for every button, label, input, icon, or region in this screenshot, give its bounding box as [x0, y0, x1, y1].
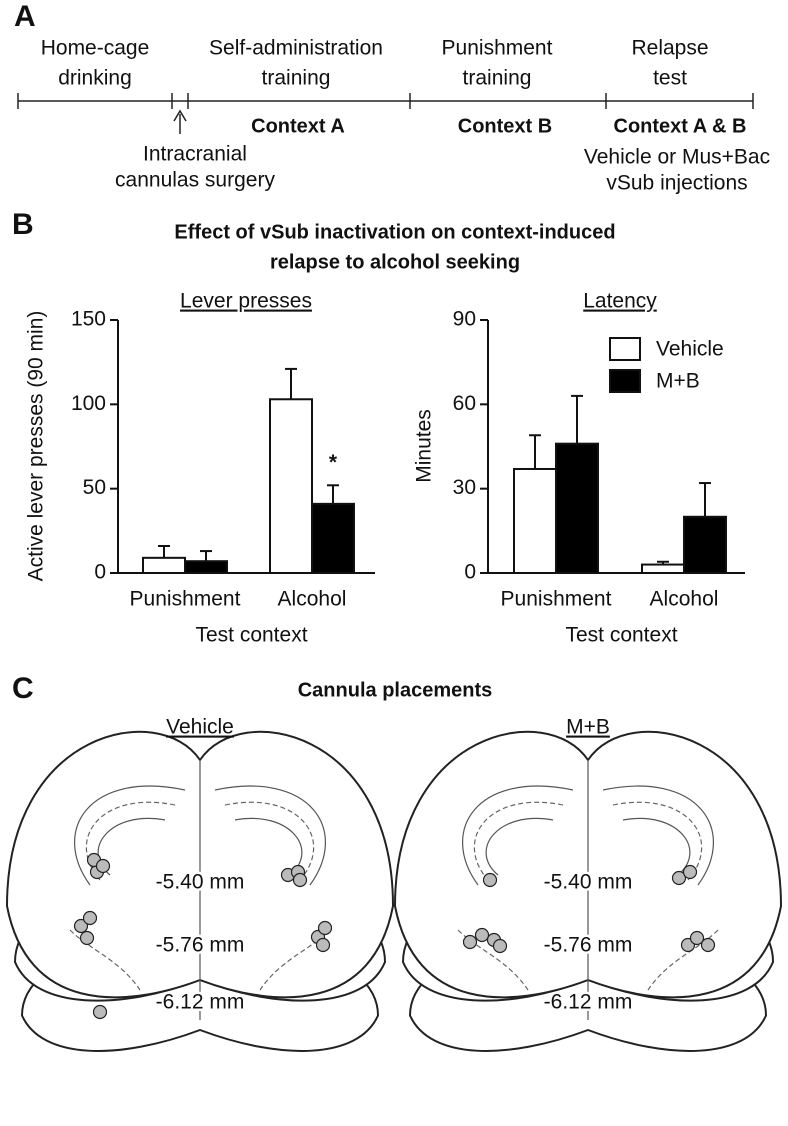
panel-label: B [12, 208, 34, 241]
surgery-note: cannulas surgery [115, 169, 275, 192]
panel-label: A [14, 0, 36, 33]
stage-label: test [653, 67, 687, 90]
level-label: -5.76 mm [544, 934, 633, 957]
x-tick-label: Punishment [130, 588, 241, 611]
cannula-placement [671, 870, 687, 886]
group-label: Vehicle [166, 716, 234, 739]
level-label: -5.40 mm [156, 871, 245, 894]
bar [311, 502, 355, 575]
legend-label: M+B [656, 370, 700, 393]
cannula-placement [700, 937, 716, 953]
bar [184, 560, 228, 575]
y-tick-label: 150 [71, 308, 106, 331]
hippocampus [214, 785, 326, 886]
cannula-placement [682, 864, 698, 880]
group-label: M+B [566, 716, 610, 739]
x-tick-label: Alcohol [278, 588, 347, 611]
vsub-region [457, 929, 529, 991]
context-label: Context A & B [614, 115, 747, 137]
cannula-placement [73, 918, 89, 934]
figure-title: Effect of vSub inactivation on context-i… [174, 221, 615, 243]
bar [513, 467, 557, 574]
y-axis-label: Minutes [413, 409, 436, 483]
level-label: -5.76 mm [156, 934, 245, 957]
legend-label: Vehicle [656, 338, 724, 361]
cannula-placement [292, 872, 308, 888]
figure-title: relapse to alcohol seeking [270, 251, 520, 273]
stage-label: training [463, 67, 532, 90]
placements-title: Cannula placements [298, 679, 493, 701]
cannula-placement [82, 910, 98, 926]
stage-label: Punishment [442, 37, 553, 60]
y-axis-label: Active lever presses (90 min) [25, 311, 48, 582]
chart-title: Lever presses [180, 290, 312, 313]
significance-marker: * [329, 451, 338, 474]
cannula-placement [492, 938, 508, 954]
bar [142, 556, 186, 575]
stage-label: Self-administration [209, 37, 383, 60]
cannula-placement [315, 937, 331, 953]
legend-swatch [609, 337, 641, 361]
vsub-region [69, 929, 141, 991]
cannula-placement [79, 930, 95, 946]
cannula-placement [317, 920, 333, 936]
y-tick-label: 90 [453, 308, 476, 331]
hippocampus [462, 785, 574, 886]
stage-label: drinking [58, 67, 132, 90]
level-label: -6.12 mm [544, 991, 633, 1014]
bar [269, 398, 313, 575]
bar [555, 442, 599, 575]
hippocampus [612, 801, 703, 881]
legend-swatch [609, 369, 641, 393]
cannula-placement [482, 872, 498, 888]
vsub-region [647, 929, 719, 991]
bar [641, 563, 685, 574]
surgery-note: Intracranial [143, 143, 247, 166]
hippocampus [622, 817, 691, 876]
y-tick-label: 50 [83, 476, 106, 499]
context-label: Context A [251, 115, 345, 137]
cannula-placement [95, 858, 111, 874]
cannula-placement [474, 927, 490, 943]
injection-note: vSub injections [606, 172, 747, 195]
level-label: -6.12 mm [156, 991, 245, 1014]
hippocampus [473, 801, 564, 881]
cannula-placement [92, 1004, 108, 1020]
x-axis-label: Test context [565, 624, 677, 647]
x-axis-label: Test context [195, 624, 307, 647]
y-tick-label: 30 [453, 476, 476, 499]
x-tick-label: Alcohol [650, 588, 719, 611]
cannula-placement [689, 930, 705, 946]
y-tick-label: 100 [71, 392, 106, 415]
level-label: -5.40 mm [544, 871, 633, 894]
stage-label: Home-cage [41, 37, 150, 60]
timeline [17, 93, 754, 134]
y-tick-label: 0 [464, 561, 476, 584]
hippocampus [485, 817, 554, 876]
hippocampus [74, 785, 186, 886]
hippocampus [602, 785, 714, 886]
y-tick-label: 0 [94, 561, 106, 584]
chart-title: Latency [583, 290, 657, 313]
stage-label: Relapse [631, 37, 708, 60]
stage-label: training [262, 67, 331, 90]
y-tick-label: 60 [453, 392, 476, 415]
cannula-placement [462, 934, 478, 950]
panel-label: C [12, 672, 34, 705]
brain-sections [5, 730, 783, 1052]
hippocampus [224, 801, 315, 881]
context-label: Context B [458, 115, 552, 137]
x-tick-label: Punishment [501, 588, 612, 611]
injection-note: Vehicle or Mus+Bac [584, 146, 770, 169]
bar [683, 515, 727, 574]
